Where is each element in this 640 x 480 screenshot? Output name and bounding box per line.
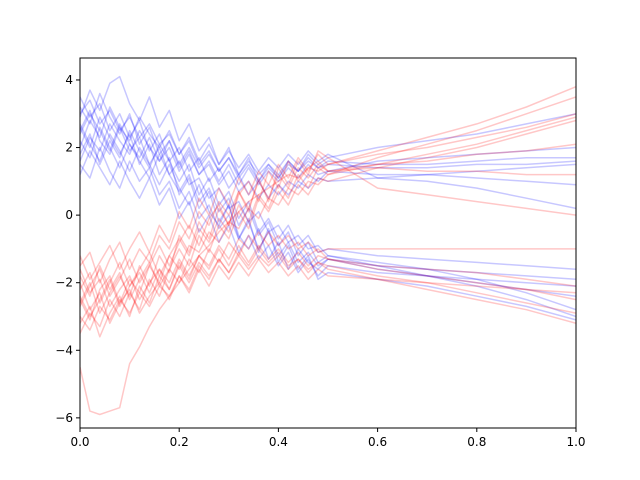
y-tick-label-4: −4: [55, 343, 73, 357]
series-line-19: [80, 143, 576, 284]
series-line-26: [80, 244, 576, 318]
series-line-16: [80, 231, 576, 338]
series-line-7: [80, 126, 576, 311]
series-line-2: [80, 92, 576, 199]
series-line-11: [80, 150, 576, 287]
series-line-3: [80, 129, 576, 270]
y-axis-ticks: 4 2 0 −2 −4 −6: [55, 73, 80, 425]
series-line-23: [80, 160, 576, 307]
y-tick-label-3: −2: [55, 276, 73, 290]
x-tick-label-3: 0.6: [368, 435, 387, 449]
series-line-14: [80, 123, 576, 176]
series-line-27: [80, 150, 576, 314]
series-line-9: [80, 123, 576, 281]
y-tick-label-2: 0: [65, 208, 73, 222]
series-line-15: [80, 96, 576, 321]
plot-area-frame: [79, 57, 577, 429]
y-tick-label-1: 2: [65, 141, 73, 155]
series-line-13: [80, 116, 576, 321]
series-line-25: [80, 113, 576, 281]
series-line-17: [80, 119, 576, 301]
series-line-20: [80, 231, 576, 334]
series-line-5: [80, 146, 576, 297]
series-line-22: [80, 258, 576, 325]
x-tick-label-0: 0.0: [70, 435, 89, 449]
series-line-6: [80, 96, 576, 199]
series-lines: [80, 75, 576, 416]
series-line-24: [80, 248, 576, 331]
series-line-10: [80, 99, 576, 183]
series-line-18: [80, 86, 576, 416]
y-tick-label-0: 4: [65, 73, 73, 87]
x-tick-label-4: 0.8: [467, 435, 486, 449]
series-line-1: [80, 109, 576, 318]
series-line-21: [80, 116, 576, 304]
series-line-12: [80, 113, 576, 186]
series-line-8: [80, 106, 576, 210]
x-tick-label-5: 1.0: [566, 435, 585, 449]
y-tick-label-5: −6: [55, 411, 73, 425]
x-tick-label-1: 0.2: [170, 435, 189, 449]
series-line-4: [80, 75, 576, 183]
x-tick-label-2: 0.4: [269, 435, 288, 449]
x-axis-ticks: 0.0 0.2 0.4 0.6 0.8 1.0: [70, 428, 586, 449]
series-line-28: [80, 254, 576, 325]
